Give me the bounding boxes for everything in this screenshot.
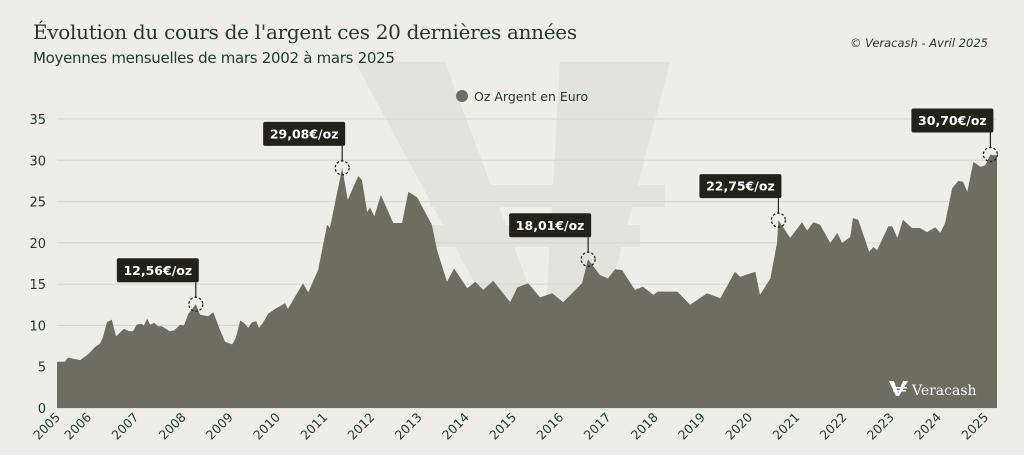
- annotation: 29,08€/oz: [263, 121, 350, 176]
- y-tick-label: 20: [29, 237, 46, 252]
- annotation-marker: [770, 212, 787, 228]
- area-series-oz-argent: [57, 154, 997, 408]
- annotation-label: 30,70€/oz: [918, 113, 987, 128]
- y-tick-label: 5: [38, 361, 46, 376]
- annotation-box: [911, 108, 994, 133]
- legend-label: Oz Argent en Euro: [474, 89, 588, 104]
- x-tick-label: 2019: [675, 409, 708, 442]
- x-tick-label: 2010: [250, 409, 283, 442]
- annotation-label: 18,01€/oz: [516, 218, 585, 233]
- annotation-marker: [580, 251, 596, 267]
- x-tick-label: 2012: [344, 410, 377, 443]
- x-tick-label: 2014: [439, 409, 472, 442]
- y-tick-label: 30: [29, 154, 46, 169]
- x-tick-label: 2006: [61, 409, 94, 442]
- annotation-box: [116, 258, 199, 283]
- annotation-marker: [188, 296, 204, 312]
- y-tick-label: 25: [29, 196, 46, 211]
- x-tick-label: 2017: [581, 410, 614, 443]
- x-tick-label: 2011: [297, 410, 330, 443]
- y-tick-label: 0: [38, 402, 46, 417]
- y-tick-label: 15: [29, 278, 46, 293]
- legend: Oz Argent en Euro: [456, 89, 588, 104]
- chart-title: Évolution du cours de l'argent ces 20 de…: [33, 20, 577, 44]
- annotations: 12,56€/oz 29,08€/oz 18,01€/oz 22,75€/oz 30,7…: [116, 108, 998, 312]
- x-tick-label: 2007: [108, 410, 141, 443]
- x-tick-label: 2013: [392, 410, 425, 443]
- annotation-box: [509, 213, 592, 238]
- annotation: 30,70€/oz: [911, 108, 998, 163]
- credit-text: © Veracash - Avril 2025: [849, 36, 988, 50]
- annotation-box: [263, 121, 346, 146]
- annotation-label: 29,08€/oz: [270, 126, 339, 141]
- y-tick-label: 35: [29, 113, 46, 128]
- x-tick-label: 2009: [203, 409, 236, 442]
- x-tick-label: 2020: [722, 409, 755, 442]
- x-tick-label: 2023: [864, 410, 897, 443]
- y-tick-label: 10: [29, 319, 46, 334]
- x-tick-label: 2025: [958, 410, 991, 443]
- x-tick-label: 2015: [486, 410, 519, 443]
- watermark-logo: [355, 62, 670, 330]
- x-tick-label: 2018: [628, 409, 661, 442]
- annotation: 12,56€/oz: [116, 258, 204, 312]
- x-tick-label: 2005: [30, 410, 63, 443]
- x-tick-label: 2021: [769, 410, 802, 443]
- legend-swatch: [456, 90, 468, 102]
- annotation-label: 22,75€/oz: [706, 179, 775, 194]
- annotation-label: 12,56€/oz: [123, 263, 192, 278]
- x-tick-label: 2022: [817, 410, 850, 443]
- chart-subtitle: Moyennes mensuelles de mars 2002 à mars …: [33, 49, 395, 67]
- annotation-marker: [982, 146, 998, 163]
- y-axis-ticks: 0 5 10 15 20 25 30 35: [29, 113, 46, 417]
- annotation: 18,01€/oz: [509, 213, 596, 267]
- x-tick-label: 2016: [533, 409, 566, 442]
- annotation-box: [699, 174, 782, 199]
- annotation-marker: [334, 160, 350, 176]
- logo-text: Veracash: [911, 383, 977, 399]
- annotation: 22,75€/oz: [699, 174, 787, 228]
- x-tick-label: 2024: [911, 409, 944, 442]
- x-tick-label: 2008: [156, 409, 189, 442]
- veracash-logo: Veracash: [889, 381, 977, 399]
